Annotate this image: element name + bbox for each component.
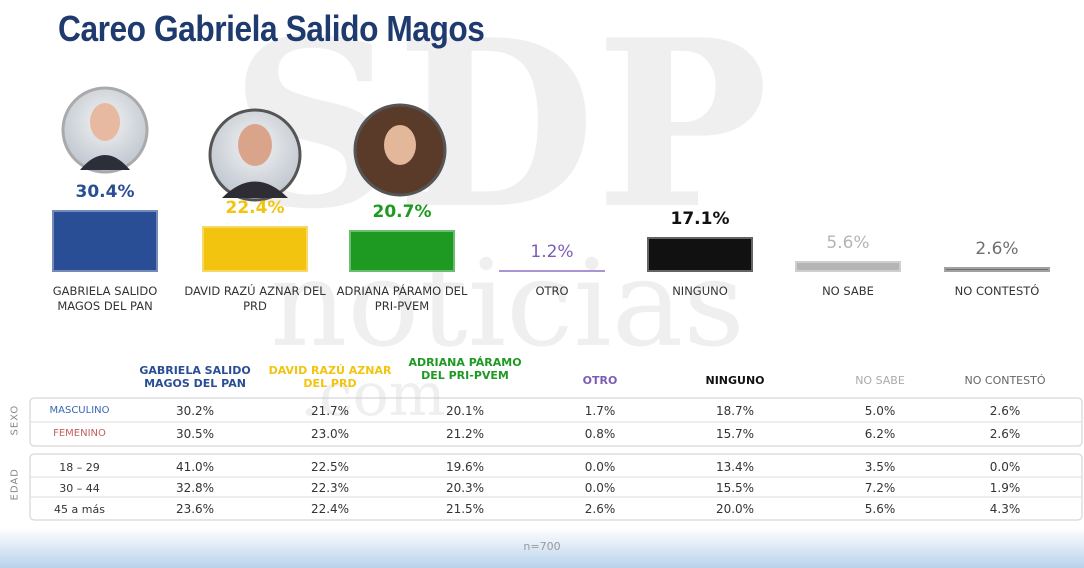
- category-label: OTRO: [535, 284, 569, 298]
- group-label: EDAD: [9, 468, 21, 501]
- table-cell: 2.6%: [989, 427, 1021, 441]
- value-label: 1.2%: [530, 241, 574, 262]
- photo: [61, 86, 149, 174]
- table-cell: 22.3%: [310, 481, 350, 495]
- table-cell: 1.7%: [584, 404, 616, 418]
- table-cell: 5.0%: [864, 404, 896, 418]
- table-frame: [29, 453, 1083, 521]
- category-label: GABRIELA SALIDO MAGOS DEL PAN: [52, 284, 158, 313]
- value-label: 17.1%: [670, 208, 730, 229]
- table-cell: 13.4%: [715, 460, 755, 474]
- value-label: 5.6%: [826, 232, 870, 253]
- bar: [202, 226, 308, 272]
- table-cell: 4.3%: [989, 502, 1021, 516]
- table-cell: 30.5%: [175, 427, 215, 441]
- table-cell: 22.5%: [310, 460, 350, 474]
- group-label: SEXO: [9, 404, 21, 436]
- column-header: ADRIANA PÁRAMO DEL PRI-PVEM: [408, 356, 522, 382]
- table-cell: 21.2%: [445, 427, 485, 441]
- photo: [353, 103, 447, 197]
- table-cell: 22.4%: [310, 502, 350, 516]
- column-header: NINGUNO: [705, 374, 765, 387]
- table-cell: 0.0%: [584, 460, 616, 474]
- bar: [647, 236, 753, 272]
- table-cell: 3.5%: [864, 460, 896, 474]
- table-cell: 20.3%: [445, 481, 485, 495]
- category-label: NO SABE: [822, 284, 874, 298]
- watermark: SDP: [230, 0, 769, 260]
- watermark: .com: [300, 360, 446, 430]
- table-cell: 21.5%: [445, 502, 485, 516]
- table-cell: 15.5%: [715, 481, 755, 495]
- bar: [795, 260, 901, 272]
- table-cell: 20.0%: [715, 502, 755, 516]
- row-label: MASCULINO: [49, 405, 110, 416]
- row-label: 18 – 29: [59, 461, 100, 474]
- table-cell: 2.6%: [989, 404, 1021, 418]
- table-cell: 0.0%: [584, 481, 616, 495]
- sample-size: n=700: [523, 540, 561, 553]
- value-label: 22.4%: [225, 198, 285, 219]
- value-label: 30.4%: [75, 181, 135, 202]
- category-label: NINGUNO: [672, 284, 728, 298]
- table-cell: 21.7%: [310, 404, 350, 418]
- column-header: DAVID RAZÚ AZNAR DEL PRD: [268, 364, 392, 390]
- table-cell: 7.2%: [864, 481, 896, 495]
- bar: [52, 209, 158, 272]
- column-header: NO SABE: [855, 374, 905, 387]
- column-header: OTRO: [582, 374, 618, 387]
- table-cell: 15.7%: [715, 427, 755, 441]
- category-label: NO CONTESTÓ: [954, 284, 1040, 298]
- table-cell: 1.9%: [989, 481, 1021, 495]
- column-header: NO CONTESTÓ: [964, 374, 1046, 387]
- table-cell: 0.8%: [584, 427, 616, 441]
- title: Careo Gabriela Salido Magos: [58, 8, 485, 49]
- table-cell: 32.8%: [175, 481, 215, 495]
- table-cell: 23.0%: [310, 427, 350, 441]
- value-label: 2.6%: [975, 238, 1019, 259]
- table-cell: 30.2%: [175, 404, 215, 418]
- table-cell: 6.2%: [864, 427, 896, 441]
- column-header: GABRIELA SALIDO MAGOS DEL PAN: [139, 364, 251, 390]
- table-cell: 20.1%: [445, 404, 485, 418]
- row-label: 45 a más: [54, 503, 105, 516]
- category-label: DAVID RAZÚ AZNAR DEL PRD: [184, 284, 326, 313]
- table-cell: 41.0%: [175, 460, 215, 474]
- bar: [349, 229, 455, 272]
- row-label: 30 – 44: [59, 482, 100, 495]
- value-label: 20.7%: [372, 201, 432, 222]
- table-cell: 23.6%: [175, 502, 215, 516]
- table-cell: 0.0%: [989, 460, 1021, 474]
- bar: [944, 266, 1050, 272]
- photo: [208, 108, 302, 202]
- table-cell: 2.6%: [584, 502, 616, 516]
- table-cell: 19.6%: [445, 460, 485, 474]
- bar: [499, 269, 605, 272]
- table-cell: 5.6%: [864, 502, 896, 516]
- row-label: FEMENINO: [53, 428, 106, 439]
- footer-band: [0, 528, 1084, 568]
- category-label: ADRIANA PÁRAMO DEL PRI-PVEM: [336, 284, 468, 313]
- table-cell: 18.7%: [715, 404, 755, 418]
